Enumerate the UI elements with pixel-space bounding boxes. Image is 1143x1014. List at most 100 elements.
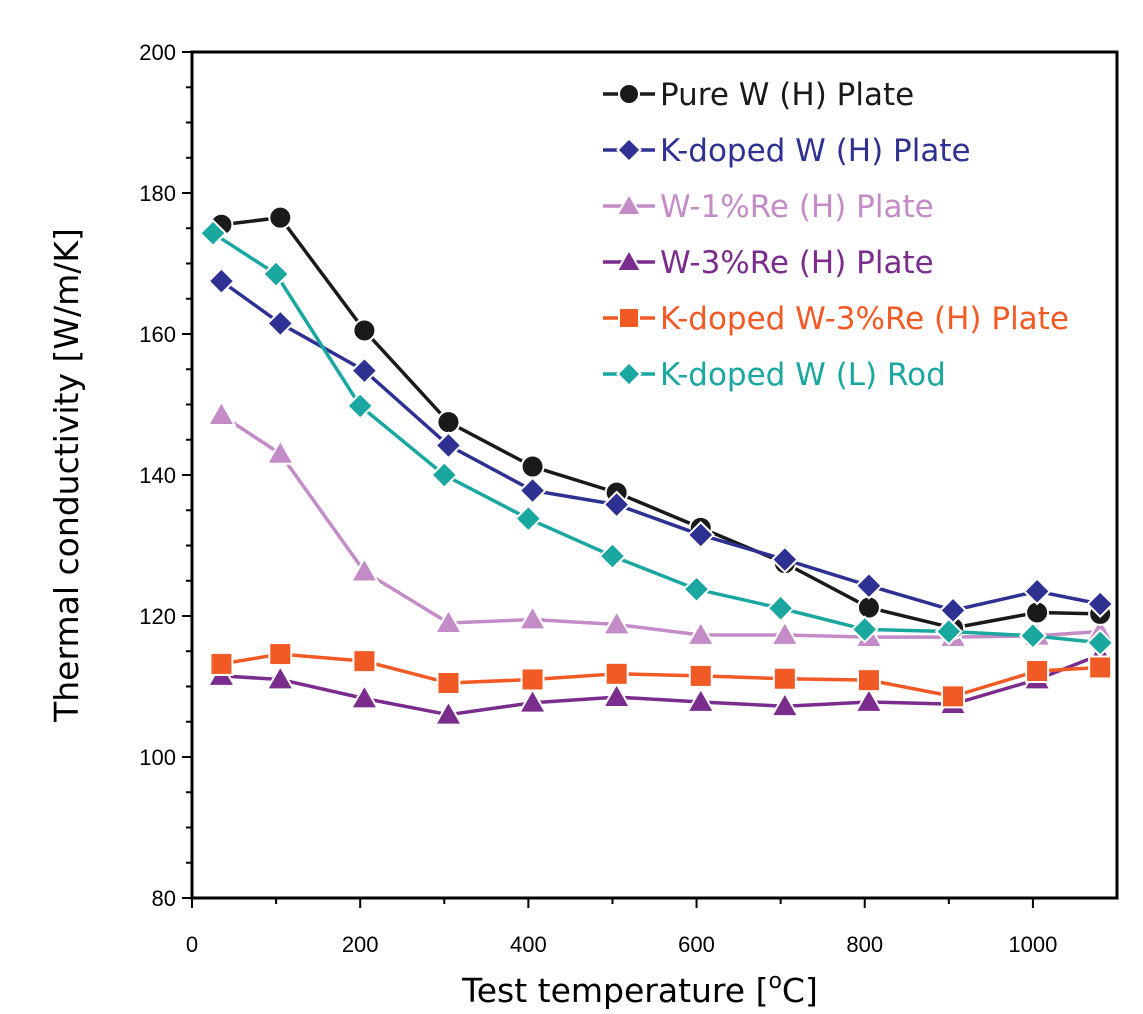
series-6 (198, 219, 1115, 657)
y-tick-label: 140 (139, 463, 176, 488)
data-point (938, 596, 968, 625)
data-point (206, 399, 237, 426)
data-point (685, 686, 716, 713)
legend-item-1: Pure W (H) Plate (603, 77, 914, 113)
series-line (221, 215, 1101, 630)
legend: Pure W (H) Plate K-doped W (H) Plate W-1%R… (603, 77, 1069, 393)
data-point (685, 619, 716, 646)
data-point (772, 666, 797, 691)
data-point (1086, 628, 1115, 657)
series-3 (206, 399, 1116, 649)
data-point (268, 642, 293, 667)
legend-label: K-doped W-3%Re (H) Plate (660, 301, 1069, 337)
legend-label: W-3%Re (H) Plate (660, 245, 934, 281)
x-axis-title: Test temperature [oC] (461, 969, 818, 1010)
series-5 (209, 642, 1113, 709)
data-point (436, 670, 461, 695)
data-point (766, 594, 795, 623)
x-tick-label: 1000 (1008, 932, 1057, 957)
axis-ticks: 80 100 120 140 160 180 200 0 200 400 600 800 1000 (139, 40, 1057, 957)
data-point (682, 575, 711, 604)
data-point (268, 205, 293, 230)
data-point (518, 476, 547, 505)
data-point (850, 615, 879, 644)
legend-item-3: W-1%Re (H) Plate (603, 189, 934, 225)
y-tick-label: 80 (152, 886, 176, 911)
legend-item-6: K-doped W (L) Rod (603, 357, 946, 393)
y-tick-label: 200 (139, 40, 176, 65)
legend-label: K-doped W (H) Plate (660, 133, 971, 169)
data-point (520, 454, 545, 479)
data-point (686, 520, 715, 549)
data-point (769, 619, 800, 646)
data-point (602, 490, 631, 519)
data-point (265, 438, 296, 465)
data-point (769, 691, 800, 718)
data-point (615, 247, 643, 272)
data-point (1086, 589, 1115, 619)
data-point (934, 617, 963, 646)
data-point (854, 686, 884, 713)
series-line (212, 231, 1101, 645)
data-point (349, 683, 380, 710)
data-point (517, 687, 548, 714)
data-point (598, 542, 627, 571)
data-point (1023, 577, 1052, 606)
data-point (1088, 655, 1113, 680)
data-point (265, 664, 296, 691)
series-line (221, 653, 1101, 717)
data-point (436, 410, 461, 435)
y-axis-title: Thermal conductivity [W/m/K] (47, 228, 86, 723)
legend-item-2: K-doped W (H) Plate (603, 133, 971, 169)
data-point (352, 318, 377, 343)
data-point (601, 681, 632, 708)
data-point (346, 391, 375, 420)
data-point (856, 668, 881, 693)
y-tick-label: 120 (139, 604, 176, 629)
legend-label: K-doped W (L) Rod (660, 357, 946, 393)
x-tick-label: 600 (678, 932, 715, 957)
data-point (430, 460, 459, 490)
data-point (604, 661, 629, 686)
series-4 (206, 639, 1116, 726)
data-point (520, 667, 545, 692)
data-point (688, 663, 713, 688)
data-point (433, 699, 464, 726)
data-point (618, 307, 640, 329)
series-line (221, 652, 1101, 699)
plot-area-frame (190, 50, 1119, 900)
data-point (350, 356, 379, 385)
data-point (198, 219, 228, 248)
data-point (616, 137, 642, 163)
series-line (220, 413, 1101, 639)
data-point (434, 431, 463, 460)
data-point (1025, 658, 1050, 683)
legend-item-4: W-3%Re (H) Plate (603, 245, 934, 281)
data-point (209, 651, 234, 676)
data-point (615, 191, 643, 216)
data-point (514, 504, 543, 533)
legend-label: W-1%Re (H) Plate (660, 189, 934, 225)
data-point (854, 571, 883, 600)
legend-item-5: K-doped W-3%Re (H) Plate (603, 301, 1069, 337)
data-point (616, 361, 642, 387)
data-point (349, 556, 380, 583)
data-point (941, 684, 966, 709)
legend-label: Pure W (H) Plate (660, 77, 914, 113)
data-point (618, 83, 640, 105)
x-tick-label: 0 (186, 932, 198, 957)
data-point (1018, 621, 1047, 650)
y-tick-label: 160 (139, 322, 176, 347)
data-point (207, 267, 236, 296)
data-point (433, 607, 464, 634)
x-axis-title-superscript: o (768, 969, 781, 994)
x-tick-label: 800 (846, 932, 883, 957)
series-2 (207, 267, 1115, 625)
data-point (856, 595, 881, 620)
data-point (262, 260, 291, 289)
series-line (220, 279, 1101, 613)
data-point (601, 609, 632, 636)
x-tick-label: 200 (342, 932, 379, 957)
y-tick-label: 100 (139, 745, 176, 770)
